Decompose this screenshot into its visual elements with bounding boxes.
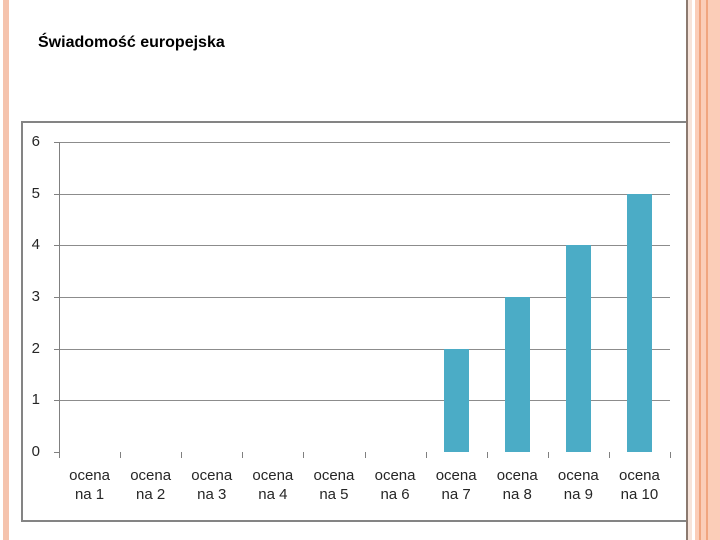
x-axis-tick: [608, 452, 610, 458]
x-tick-label-line: ocena: [619, 467, 660, 484]
x-tick-label-line: na 6: [380, 486, 410, 503]
bar-chart: 0 1 2 3 4 5 6 ocena na 1 ocena na 2 ocena na 3 ocena n…: [21, 121, 689, 522]
y-tick-label: 0: [31, 443, 40, 460]
x-axis-tick: [303, 452, 305, 458]
bar: [443, 348, 469, 452]
x-tick-label-line: na 3: [197, 486, 227, 503]
y-axis-tick: [54, 297, 59, 298]
y-tick-label: 3: [31, 288, 40, 305]
accent-stripe: [688, 0, 692, 540]
bar: [504, 297, 530, 452]
bar: [626, 193, 652, 452]
x-tick-label-line: na 8: [502, 486, 532, 503]
x-tick-label-line: ocena: [69, 467, 110, 484]
x-tick-label-line: na 1: [74, 486, 105, 503]
accent-stripe: [701, 0, 706, 540]
x-axis-tick: [242, 452, 244, 458]
x-tick-label-line: na 10: [620, 486, 659, 503]
x-axis-tick: [181, 452, 183, 458]
y-axis-tick: [54, 245, 59, 247]
plot-area: 0 1 2 3 4 5 6 ocena na 1 ocena na 2 ocena na 3 ocena n…: [23, 123, 687, 520]
y-tick-label: 4: [31, 236, 40, 254]
accent-stripe: [695, 0, 699, 540]
x-tick-label: ocena na 2: [120, 466, 181, 504]
x-tick-label: ocena na 1: [59, 466, 120, 504]
accent-stripe: [699, 0, 701, 540]
x-tick-label-line: ocena: [313, 467, 355, 484]
x-tick-label-line: ocena: [435, 467, 477, 484]
y-tick-label: 6: [31, 133, 40, 150]
x-tick-label-line: ocena: [374, 467, 416, 484]
gridline: [59, 142, 670, 143]
gridline: [59, 193, 670, 195]
x-tick-label: ocena na 8: [487, 466, 548, 504]
y-axis-tick: [54, 452, 59, 453]
x-axis-tick: [425, 452, 427, 458]
x-tick-label-line: na 7: [441, 486, 471, 503]
bar: [565, 245, 591, 452]
x-tick-label-line: ocena: [130, 467, 172, 484]
x-tick-label-line: ocena: [191, 467, 233, 484]
y-axis-tick: [54, 193, 59, 195]
x-tick-label: ocena na 7: [426, 466, 487, 504]
x-axis-tick: [547, 452, 549, 458]
x-tick-label-line: na 4: [258, 486, 288, 503]
x-tick-label-line: ocena: [496, 467, 538, 484]
y-tick-label: 5: [31, 184, 40, 202]
x-tick-label: ocena na 9: [548, 466, 609, 504]
x-tick-label-line: ocena: [252, 467, 294, 484]
gridline: [59, 348, 670, 350]
x-tick-label: ocena na 10: [609, 466, 670, 504]
y-axis-tick: [54, 348, 59, 350]
slide-title: Świadomość europejska: [38, 34, 225, 51]
accent-stripe: [692, 0, 695, 540]
x-tick-label: ocena na 6: [365, 466, 426, 504]
accent-stripe: [708, 0, 720, 540]
x-tick-label-line: na 9: [563, 486, 593, 503]
y-axis-line: [59, 142, 60, 458]
gridline: [59, 245, 670, 247]
x-axis-tick: [670, 452, 671, 458]
x-axis-tick: [59, 452, 60, 458]
accent-stripe: [686, 0, 688, 540]
left-accent-stripe: [3, 0, 9, 540]
accent-stripe: [706, 0, 708, 540]
x-tick-label-line: na 5: [319, 486, 349, 503]
y-tick-label: 2: [31, 339, 40, 357]
gridline: [59, 297, 670, 298]
x-tick-label: ocena na 4: [242, 466, 303, 504]
x-tick-label: ocena na 5: [303, 466, 364, 504]
x-tick-label-line: na 2: [136, 486, 166, 503]
y-axis-tick: [54, 142, 59, 143]
gridline: [59, 400, 670, 402]
x-axis-tick: [120, 452, 122, 458]
x-axis-tick: [364, 452, 366, 458]
x-axis-tick: [486, 452, 488, 458]
x-tick-label: ocena na 3: [181, 466, 242, 504]
y-axis-tick: [54, 400, 59, 402]
y-tick-label: 1: [31, 391, 40, 409]
x-tick-label-line: ocena: [557, 467, 599, 484]
